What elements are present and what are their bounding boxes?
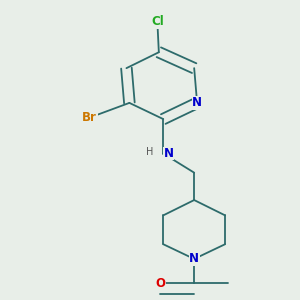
Text: N: N [189, 252, 199, 266]
Text: H: H [146, 147, 154, 157]
Text: O: O [155, 277, 165, 290]
Text: Cl: Cl [151, 15, 164, 28]
Text: Br: Br [82, 111, 97, 124]
Text: N: N [192, 96, 202, 110]
Text: N: N [164, 147, 174, 160]
